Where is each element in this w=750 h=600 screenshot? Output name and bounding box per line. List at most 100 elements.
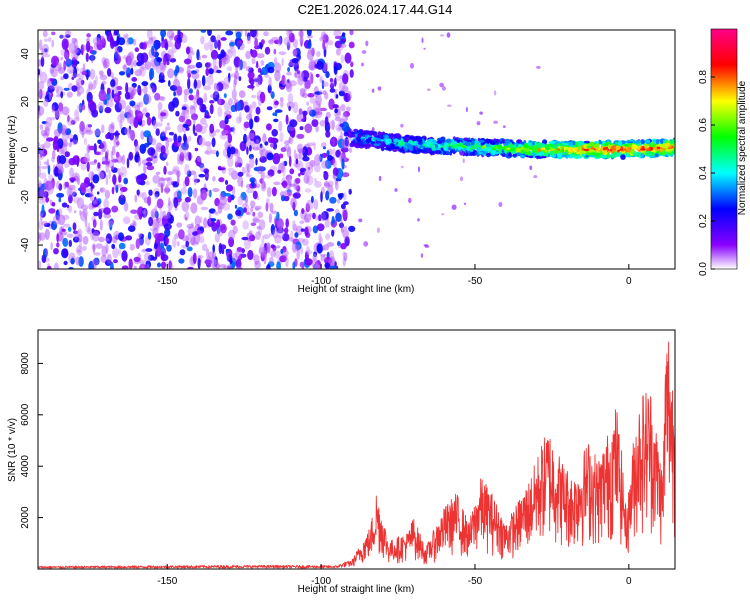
spectrogram-noise-cell [236, 40, 243, 48]
spectrogram-signal-cell [531, 145, 535, 148]
spectrogram-signal-cell [576, 148, 580, 153]
spectrogram-noise-cell [74, 230, 78, 241]
spectrogram-noise-cell [98, 70, 104, 76]
spectrogram-noise-cell [60, 56, 63, 61]
spectrogram-noise-cell [324, 159, 332, 170]
spectrogram-noise-cell [100, 141, 107, 153]
spectrogram-noise-cell [254, 37, 258, 49]
spectrogram-noise-cell [224, 180, 229, 185]
spectrogram-signal-cell [474, 152, 478, 156]
spectrogram-noise-cell [245, 169, 250, 176]
spectrogram-noise-cell [38, 219, 44, 231]
spectrogram-noise-cell [299, 91, 305, 97]
spectrogram-noise-cell [285, 144, 291, 153]
spectrogram-signal-cell [645, 150, 653, 157]
spectrogram-noise-cell [340, 228, 345, 233]
spectrogram-noise-cell [63, 260, 68, 266]
spectrogram-noise-cell [260, 252, 265, 262]
spectrogram-noise-cell [68, 42, 77, 54]
spectrogram-noise-cell [294, 232, 299, 238]
spectrogram-noise-cell [223, 57, 229, 61]
spectrogram-noise-cell [163, 54, 167, 66]
spectrogram-noise-cell [316, 223, 325, 232]
spectrogram-noise-cell [177, 30, 181, 39]
spectrogram-noise-cell [117, 46, 123, 53]
spectrogram-noise-cell [157, 101, 163, 111]
spectrogram-noise-cell [235, 258, 242, 269]
spectrogram-noise-cell [341, 158, 345, 170]
spectrogram-noise-cell [60, 230, 68, 236]
spectrogram-noise-cell [245, 162, 250, 170]
spectrogram-noise-cell [184, 120, 191, 125]
spectrogram-signal-cell [558, 147, 564, 150]
spectrogram-noise-cell [307, 106, 313, 115]
spectrogram-noise-cell [276, 228, 285, 239]
spectrogram-noise-cell [193, 178, 201, 183]
spectrogram-noise-cell [63, 48, 70, 60]
spectrogram-noise-cell [74, 48, 80, 53]
spectrogram-noise-cell [334, 117, 343, 122]
spectrogram-noise-cell [162, 153, 169, 158]
spectrogram-noise-cell [165, 138, 169, 149]
spectrogram-noise-cell [88, 260, 95, 269]
spectrogram-noise-cell [101, 245, 107, 257]
spectrogram-noise-cell [63, 142, 70, 147]
spectrogram-noise-cell [308, 59, 316, 71]
spectrogram-signal-cell [588, 149, 596, 154]
spectrogram-noise-cell [229, 41, 235, 47]
spectrogram-signal-cell [376, 145, 383, 149]
spectrogram-noise-cell [145, 260, 151, 269]
spectrogram-noise-cell [293, 162, 301, 168]
spectrogram-noise-cell [147, 254, 155, 261]
spectrogram-ytick-label: 0 [20, 146, 31, 152]
spectrogram-noise-cell [111, 89, 115, 99]
spectrogram-noise-cell [38, 109, 41, 119]
spectrogram-noise-cell [270, 224, 276, 235]
spectrogram-noise-cell [141, 210, 146, 214]
spectrogram-noise-cell [63, 248, 68, 257]
spectrogram-noise-cell [332, 104, 339, 109]
spectrogram-signal-cell [611, 153, 617, 158]
spectrogram-noise-cell [101, 156, 107, 165]
spectrogram-noise-cell [186, 170, 192, 178]
spectrogram-noise-cell [77, 177, 80, 185]
spectrogram-signal-cell [377, 138, 382, 142]
spectrogram-noise-cell [151, 218, 160, 230]
spectrogram-noise-cell [252, 211, 256, 217]
spectrogram-noise-cell [256, 60, 259, 69]
spectrogram-noise-cell [280, 147, 287, 153]
spectrogram-noise-cell [132, 219, 136, 226]
spectrogram-noise-cell [49, 85, 56, 89]
spectrogram-noise-cell [271, 129, 279, 137]
spectrogram-noise-cell [60, 124, 68, 135]
spectrogram-signal-cell [665, 142, 671, 147]
spectrogram-noise-cell [77, 234, 83, 243]
spectrogram-noise-cell [58, 197, 62, 203]
spectrogram-noise-cell [102, 60, 108, 69]
spectrogram-noise-cell [227, 49, 233, 59]
spectrogram-noise-cell [77, 249, 82, 253]
spectrogram-noise-cell [59, 226, 63, 236]
spectrogram-noise-cell [299, 167, 307, 173]
spectrogram-noise-cell [338, 90, 346, 97]
spectrogram-noise-cell [246, 188, 255, 194]
spectrogram-noise-cell [73, 236, 80, 243]
spectrogram-noise-cell [72, 134, 79, 145]
spectrogram-noise-cell [190, 170, 197, 176]
spectrogram-noise-cell [76, 92, 81, 97]
spectrogram-noise-cell [218, 167, 226, 171]
spectrogram-noise-cell [154, 92, 161, 101]
spectrogram-noise-cell [51, 156, 55, 163]
spectrogram-noise-cell [307, 166, 311, 171]
spectrogram-signal-cell [457, 138, 463, 141]
spectrogram-noise-cell [96, 191, 100, 195]
spectrogram-signal-cell [608, 144, 611, 150]
spectrogram-noise-cell [266, 187, 272, 198]
spectrogram-noise-cell [119, 119, 123, 130]
spectrogram-signal-cell [371, 144, 375, 148]
spectrogram-noise-cell [93, 257, 100, 266]
spectrogram-noise-cell [323, 62, 327, 72]
spectrogram-noise-cell [172, 97, 179, 108]
spectrogram-signal-cell [466, 146, 471, 152]
spectrogram-noise-cell [327, 180, 334, 187]
